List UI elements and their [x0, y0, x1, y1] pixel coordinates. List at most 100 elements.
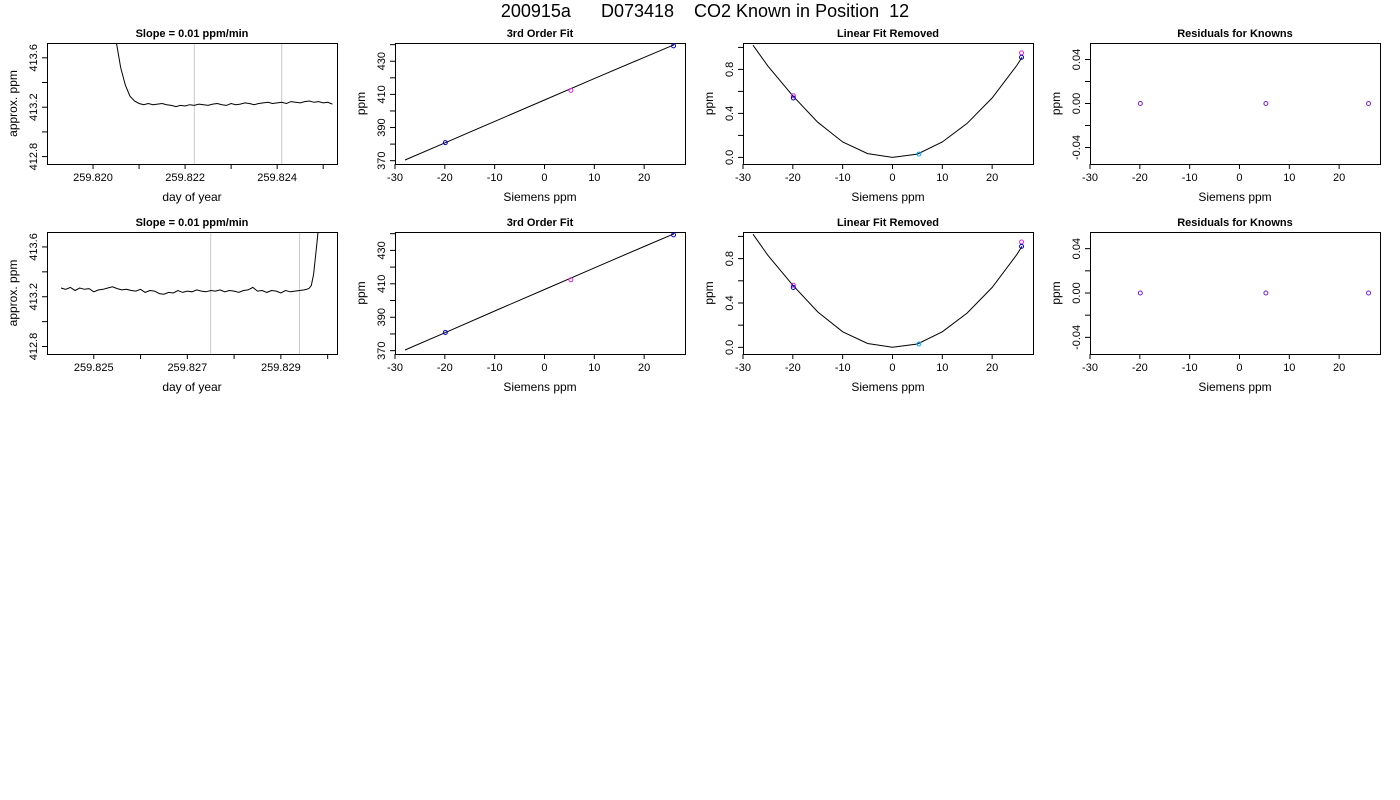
- x-axis-label: Siemens ppm: [503, 190, 576, 204]
- data-layer: [115, 43, 333, 108]
- x-tick-label: -30: [387, 362, 403, 374]
- y-tick-label: 430: [376, 241, 388, 259]
- series-line: [115, 43, 333, 108]
- x-tick-label: 259.824: [257, 172, 297, 184]
- panel-3: Linear Fit Removed -30 -20 -10 0 10 20 0.0 0.4 0.…: [702, 28, 1034, 204]
- panel-8: Residuals for Knowns -30 -20 -10 0 10 20 -0.04 0…: [1049, 217, 1381, 394]
- x-tick-label: -10: [835, 362, 851, 374]
- x-axis-label: Siemens ppm: [1198, 190, 1271, 204]
- plot-frame: [1090, 43, 1381, 165]
- chart-title: Slope = 0.01 ppm/min: [136, 28, 249, 40]
- x-axis-label: Siemens ppm: [1198, 380, 1271, 394]
- chart-title: 3rd Order Fit: [507, 28, 574, 40]
- x-tick-label: 0: [889, 172, 895, 184]
- y-tick-label: 410: [376, 275, 388, 293]
- data-point: [1366, 290, 1372, 296]
- x-tick-label: 0: [1236, 172, 1242, 184]
- series-line: [60, 232, 319, 295]
- y-axis-label: ppm: [354, 281, 368, 304]
- x-axis-label: day of year: [162, 190, 221, 204]
- x-tick-label: 10: [588, 362, 600, 374]
- data-point: [1263, 290, 1269, 296]
- data-layer: [752, 44, 1025, 158]
- y-tick-label: 412.8: [28, 333, 40, 361]
- y-tick-label: 0.04: [1071, 49, 1083, 70]
- data-point: [671, 43, 677, 49]
- data-layer: [404, 232, 677, 351]
- y-tick-label: 390: [376, 308, 388, 326]
- y-tick-label: 430: [376, 52, 388, 70]
- x-tick-label: -20: [785, 172, 801, 184]
- x-tick-label: 10: [936, 172, 948, 184]
- y-axis-label: approx. ppm: [6, 70, 20, 137]
- x-tick-label: 259.829: [261, 362, 301, 374]
- y-tick-label: 0.0: [724, 340, 736, 355]
- plot-frame: [743, 232, 1034, 355]
- panel-6: 3rd Order Fit -30 -20 -10 0 10 20 370 390 410 430 S…: [354, 217, 686, 394]
- x-axis-label: Siemens ppm: [851, 380, 924, 394]
- data-point: [1366, 101, 1372, 106]
- x-tick-label: -20: [785, 362, 801, 374]
- x-tick-label: -10: [487, 172, 503, 184]
- x-tick-label: -20: [437, 362, 453, 374]
- x-tick-label: -20: [437, 172, 453, 184]
- data-layer: [752, 233, 1025, 348]
- data-point: [442, 140, 448, 146]
- x-tick-label: 0: [1236, 362, 1242, 374]
- y-tick-label: 0.04: [1071, 238, 1083, 259]
- y-tick-label: -0.04: [1071, 135, 1083, 160]
- y-tick-label: 0.4: [724, 106, 736, 121]
- y-axis-label: ppm: [702, 92, 716, 115]
- data-point: [671, 232, 677, 238]
- y-tick-label: 0.0: [724, 150, 736, 165]
- plot-frame: [395, 232, 686, 355]
- chart-title: Residuals for Knowns: [1177, 217, 1293, 229]
- plot-frame: [1090, 232, 1381, 355]
- data-point: [1137, 101, 1143, 106]
- data-point: [568, 277, 574, 283]
- data-point: [568, 87, 574, 93]
- plot-frame: [47, 43, 338, 165]
- y-tick-label: -0.04: [1071, 325, 1083, 350]
- x-tick-label: 20: [638, 172, 650, 184]
- data-point: [1019, 50, 1025, 56]
- chart-title: Residuals for Knowns: [1177, 28, 1293, 40]
- chart-title: Linear Fit Removed: [837, 217, 939, 229]
- x-tick-label: 10: [588, 172, 600, 184]
- x-tick-label: 259.827: [167, 362, 207, 374]
- data-point: [1019, 54, 1025, 60]
- x-tick-label: 259.825: [74, 362, 114, 374]
- x-tick-label: 20: [986, 362, 998, 374]
- data-layer: [1137, 290, 1372, 296]
- data-point: [790, 282, 796, 288]
- y-tick-label: 410: [376, 85, 388, 103]
- y-tick-label: 412.8: [28, 143, 40, 171]
- x-tick-label: -20: [1132, 362, 1148, 374]
- y-tick-label: 413.6: [28, 44, 40, 72]
- x-tick-label: -10: [835, 172, 851, 184]
- data-point: [442, 329, 448, 335]
- x-tick-label: 259.820: [73, 172, 113, 184]
- panel-5: Slope = 0.01 ppm/min 259.825 259.827 259.82…: [6, 217, 338, 394]
- fit-curve: [404, 44, 675, 161]
- data-point: [1263, 101, 1269, 106]
- data-point: [1019, 243, 1025, 249]
- data-layer: [1137, 101, 1372, 106]
- chart-title: Linear Fit Removed: [837, 28, 939, 40]
- y-tick-label: 0.8: [724, 251, 736, 266]
- x-tick-label: 20: [1333, 362, 1345, 374]
- x-tick-label: -30: [735, 172, 751, 184]
- x-tick-label: 20: [638, 362, 650, 374]
- x-tick-label: -10: [487, 362, 503, 374]
- y-tick-label: 413.2: [28, 93, 40, 121]
- x-axis-label: Siemens ppm: [851, 190, 924, 204]
- chart-title: 3rd Order Fit: [507, 217, 574, 229]
- plot-frame: [47, 232, 338, 355]
- x-tick-label: 20: [986, 172, 998, 184]
- y-tick-label: 390: [376, 118, 388, 136]
- fit-curve: [752, 44, 1023, 158]
- fit-curve: [404, 233, 675, 351]
- y-axis-label: approx. ppm: [6, 260, 20, 327]
- x-tick-label: 20: [1333, 172, 1345, 184]
